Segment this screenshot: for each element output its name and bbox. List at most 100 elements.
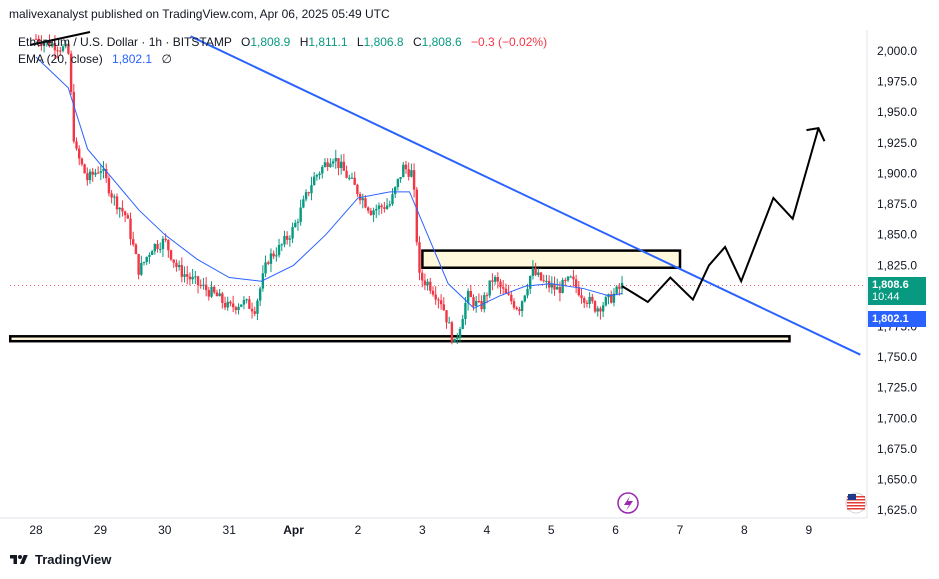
candle-body bbox=[375, 208, 378, 211]
projection-arrowhead bbox=[806, 127, 826, 142]
candle-body bbox=[88, 171, 92, 181]
candle-body bbox=[91, 171, 94, 175]
candle-body bbox=[585, 302, 589, 304]
x-tick-label: 29 bbox=[94, 523, 108, 537]
candle-body bbox=[383, 207, 386, 209]
x-tick-label: 7 bbox=[677, 523, 684, 537]
y-tick-label: 1,925.0 bbox=[877, 136, 917, 150]
y-tick-label: 1,700.0 bbox=[877, 411, 917, 425]
candle-body bbox=[223, 302, 227, 308]
flag-canton bbox=[848, 494, 856, 500]
last-price-tag: 1,808.6 10:44 bbox=[868, 277, 926, 306]
candle-body bbox=[304, 192, 308, 200]
candle-body bbox=[483, 295, 486, 310]
candle-body bbox=[269, 253, 273, 264]
candle-body bbox=[99, 171, 103, 173]
candle-body bbox=[210, 286, 213, 297]
candle-body bbox=[126, 215, 130, 219]
candle-body bbox=[496, 277, 500, 282]
ideas-icon[interactable] bbox=[617, 492, 639, 514]
change-value: −0.3 (−0.02%) bbox=[471, 35, 548, 49]
x-tick-label: 30 bbox=[158, 523, 172, 537]
candle-body bbox=[512, 301, 516, 308]
candle-body bbox=[553, 283, 556, 290]
candle-body bbox=[267, 262, 270, 264]
symbol-title: Ethereum / U.S. Dollar · 1h · BITSTAMP bbox=[18, 35, 232, 49]
candle-body bbox=[601, 305, 605, 312]
candle-body bbox=[491, 280, 494, 282]
ema-line bbox=[35, 56, 623, 309]
candle-body bbox=[415, 189, 418, 243]
projection-path[interactable] bbox=[621, 127, 820, 304]
candle-body bbox=[231, 303, 235, 308]
y-tick-label: 1,650.0 bbox=[877, 473, 917, 487]
candle-body bbox=[599, 308, 602, 312]
candle-body bbox=[337, 158, 340, 169]
candle-body bbox=[42, 42, 46, 46]
candle-body bbox=[445, 310, 448, 323]
candle-body bbox=[134, 244, 138, 255]
candle-body bbox=[191, 276, 194, 280]
candle-body bbox=[564, 280, 567, 282]
support-zone[interactable] bbox=[8, 335, 791, 343]
candle-body bbox=[604, 297, 608, 306]
symbol-legend[interactable]: Ethereum / U.S. Dollar · 1h · BITSTAMP O… bbox=[18, 35, 547, 49]
publisher-header: malivexanalyst published on TradingView.… bbox=[9, 7, 390, 21]
candle-body bbox=[161, 238, 165, 249]
candle-body bbox=[75, 141, 78, 149]
candle-body bbox=[334, 158, 337, 162]
candle-body bbox=[593, 301, 597, 312]
high-label: H bbox=[299, 35, 309, 49]
candle-body bbox=[539, 272, 543, 281]
ideas-icon-bolt bbox=[624, 496, 633, 511]
candle-body bbox=[550, 283, 554, 288]
ema-legend[interactable]: EMA (20, close) 1,802.1 ∅ bbox=[18, 52, 172, 66]
candle-body bbox=[353, 177, 356, 185]
candle-body bbox=[488, 280, 491, 296]
candle-body bbox=[361, 198, 364, 201]
candle-body bbox=[169, 250, 173, 260]
candle-body bbox=[237, 306, 240, 311]
last-price-value: 1,808.6 bbox=[872, 279, 909, 292]
candle-body bbox=[342, 161, 346, 171]
candle-body bbox=[258, 288, 262, 301]
candle-body bbox=[558, 287, 562, 293]
candle-body bbox=[234, 307, 238, 311]
candle-body bbox=[466, 290, 470, 304]
candle-body bbox=[275, 255, 278, 257]
candle-body bbox=[399, 177, 402, 179]
candle-body bbox=[153, 244, 157, 252]
us-flag-icon[interactable] bbox=[845, 492, 867, 514]
candle-body bbox=[369, 210, 373, 215]
y-tick-label: 1,850.0 bbox=[877, 228, 917, 242]
y-tick-label: 1,975.0 bbox=[877, 75, 917, 89]
candle-body bbox=[412, 170, 416, 190]
candle-body bbox=[186, 274, 189, 277]
candle-body bbox=[159, 248, 162, 250]
candle-body bbox=[253, 311, 256, 314]
candle-body bbox=[515, 307, 518, 310]
trendline[interactable] bbox=[190, 35, 861, 356]
candle-body bbox=[393, 187, 397, 195]
candle-body bbox=[221, 293, 224, 303]
candle-body bbox=[458, 329, 462, 338]
candle-body bbox=[493, 277, 497, 282]
candle-body bbox=[456, 337, 459, 339]
tradingview-footer[interactable]: TradingView bbox=[9, 552, 111, 567]
candle-body bbox=[385, 205, 389, 209]
candle-body bbox=[172, 259, 175, 263]
candle-body bbox=[145, 256, 148, 263]
candle-body bbox=[315, 175, 319, 177]
candle-body bbox=[277, 244, 281, 256]
candle-body bbox=[229, 301, 232, 304]
top-left-drawing-line[interactable] bbox=[29, 31, 91, 46]
resistance-zone[interactable] bbox=[421, 249, 682, 269]
candle-body bbox=[356, 184, 359, 195]
candle-body bbox=[140, 263, 143, 275]
candle-body bbox=[202, 284, 205, 286]
candle-body bbox=[137, 254, 140, 275]
candle-body bbox=[618, 286, 621, 289]
candle-body bbox=[196, 276, 200, 286]
candle-body bbox=[572, 276, 575, 280]
